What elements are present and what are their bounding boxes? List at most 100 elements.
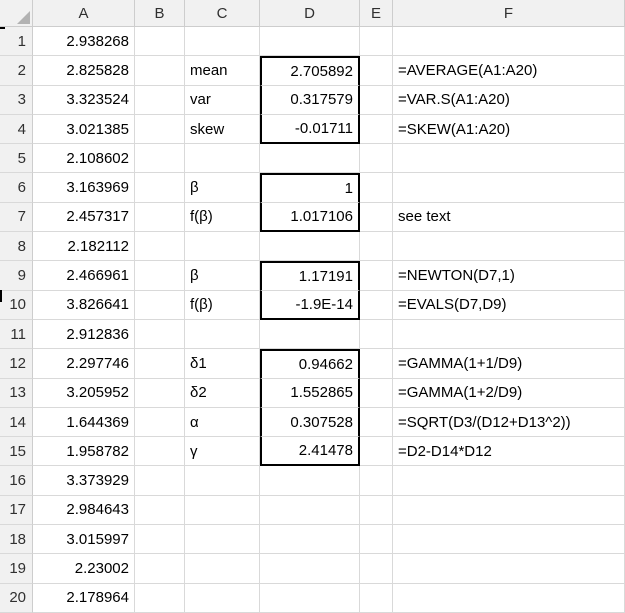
- row-header-7[interactable]: 7: [0, 202, 33, 233]
- cell-F19[interactable]: [393, 554, 625, 584]
- row-header-11[interactable]: 11: [0, 319, 33, 350]
- cell-D4[interactable]: -0.01711: [260, 114, 360, 145]
- cell-B17[interactable]: [135, 495, 185, 526]
- row-header-12[interactable]: 12: [0, 349, 33, 379]
- cell-A2[interactable]: 2.825828: [33, 56, 135, 86]
- cell-B8[interactable]: [135, 232, 185, 262]
- cell-E20[interactable]: [360, 583, 393, 613]
- cell-C8[interactable]: [185, 232, 260, 262]
- cell-F7[interactable]: see text: [393, 202, 625, 233]
- select-all-corner[interactable]: [0, 0, 33, 27]
- cell-D13[interactable]: 1.552865: [260, 378, 360, 408]
- cell-C15[interactable]: γ: [185, 437, 260, 467]
- cell-D17[interactable]: [260, 495, 360, 526]
- cell-A8[interactable]: 2.182112: [33, 232, 135, 262]
- cell-D5[interactable]: [260, 144, 360, 174]
- cell-D16[interactable]: [260, 466, 360, 496]
- cell-B7[interactable]: [135, 202, 185, 233]
- cell-E3[interactable]: [360, 85, 393, 115]
- row-header-10[interactable]: 10: [0, 290, 33, 320]
- cell-F9[interactable]: =NEWTON(D7,1): [393, 261, 625, 291]
- cell-C3[interactable]: var: [185, 85, 260, 115]
- row-header-1[interactable]: 1: [0, 27, 33, 57]
- cell-C16[interactable]: [185, 466, 260, 496]
- cell-E7[interactable]: [360, 202, 393, 233]
- cell-A6[interactable]: 3.163969: [33, 173, 135, 203]
- cell-D14[interactable]: 0.307528: [260, 407, 360, 438]
- cell-B3[interactable]: [135, 85, 185, 115]
- cell-F15[interactable]: =D2-D14*D12: [393, 437, 625, 467]
- row-header-5[interactable]: 5: [0, 144, 33, 174]
- cell-F13[interactable]: =GAMMA(1+2/D9): [393, 378, 625, 408]
- cell-F5[interactable]: [393, 144, 625, 174]
- cell-D20[interactable]: [260, 583, 360, 613]
- cell-E18[interactable]: [360, 525, 393, 555]
- cell-A17[interactable]: 2.984643: [33, 495, 135, 526]
- cell-B14[interactable]: [135, 407, 185, 438]
- column-header-A[interactable]: A: [33, 0, 135, 27]
- cell-F2[interactable]: =AVERAGE(A1:A20): [393, 56, 625, 86]
- cell-F6[interactable]: [393, 173, 625, 203]
- cell-C2[interactable]: mean: [185, 56, 260, 86]
- cell-F14[interactable]: =SQRT(D3/(D12+D13^2)): [393, 407, 625, 438]
- cell-C9[interactable]: β: [185, 261, 260, 291]
- cell-C18[interactable]: [185, 525, 260, 555]
- row-header-9[interactable]: 9: [0, 261, 33, 291]
- cell-D3[interactable]: 0.317579: [260, 85, 360, 115]
- column-header-C[interactable]: C: [185, 0, 260, 27]
- cell-E2[interactable]: [360, 56, 393, 86]
- cell-C11[interactable]: [185, 319, 260, 350]
- column-header-F[interactable]: F: [393, 0, 625, 27]
- cell-D11[interactable]: [260, 319, 360, 350]
- cell-A11[interactable]: 2.912836: [33, 319, 135, 350]
- row-header-8[interactable]: 8: [0, 232, 33, 262]
- cell-C4[interactable]: skew: [185, 114, 260, 145]
- cell-B2[interactable]: [135, 56, 185, 86]
- cell-E5[interactable]: [360, 144, 393, 174]
- row-header-3[interactable]: 3: [0, 85, 33, 115]
- cell-B16[interactable]: [135, 466, 185, 496]
- cell-E6[interactable]: [360, 173, 393, 203]
- cell-E1[interactable]: [360, 27, 393, 57]
- cell-C12[interactable]: δ1: [185, 349, 260, 379]
- cell-E15[interactable]: [360, 437, 393, 467]
- cell-B15[interactable]: [135, 437, 185, 467]
- cell-F17[interactable]: [393, 495, 625, 526]
- cell-F16[interactable]: [393, 466, 625, 496]
- cell-F1[interactable]: [393, 27, 625, 57]
- cell-B9[interactable]: [135, 261, 185, 291]
- cell-C17[interactable]: [185, 495, 260, 526]
- row-header-20[interactable]: 20: [0, 583, 33, 613]
- cell-A15[interactable]: 1.958782: [33, 437, 135, 467]
- cell-D2[interactable]: 2.705892: [260, 56, 360, 86]
- cell-D8[interactable]: [260, 232, 360, 262]
- cell-D6[interactable]: 1: [260, 173, 360, 203]
- cell-C20[interactable]: [185, 583, 260, 613]
- cell-A19[interactable]: 2.23002: [33, 554, 135, 584]
- row-header-6[interactable]: 6: [0, 173, 33, 203]
- cell-E16[interactable]: [360, 466, 393, 496]
- cell-C13[interactable]: δ2: [185, 378, 260, 408]
- cell-A13[interactable]: 3.205952: [33, 378, 135, 408]
- column-header-D[interactable]: D: [260, 0, 360, 27]
- row-header-14[interactable]: 14: [0, 407, 33, 438]
- cell-C6[interactable]: β: [185, 173, 260, 203]
- cell-B20[interactable]: [135, 583, 185, 613]
- cell-A7[interactable]: 2.457317: [33, 202, 135, 233]
- cell-D19[interactable]: [260, 554, 360, 584]
- row-header-16[interactable]: 16: [0, 466, 33, 496]
- cell-E10[interactable]: [360, 290, 393, 320]
- row-header-18[interactable]: 18: [0, 525, 33, 555]
- row-header-13[interactable]: 13: [0, 378, 33, 408]
- cell-C5[interactable]: [185, 144, 260, 174]
- cell-F20[interactable]: [393, 583, 625, 613]
- cell-F10[interactable]: =EVALS(D7,D9): [393, 290, 625, 320]
- cell-E11[interactable]: [360, 319, 393, 350]
- cell-A4[interactable]: 3.021385: [33, 114, 135, 145]
- row-header-19[interactable]: 19: [0, 554, 33, 584]
- cell-C14[interactable]: α: [185, 407, 260, 438]
- row-header-17[interactable]: 17: [0, 495, 33, 526]
- cell-F4[interactable]: =SKEW(A1:A20): [393, 114, 625, 145]
- cell-B6[interactable]: [135, 173, 185, 203]
- cell-A5[interactable]: 2.108602: [33, 144, 135, 174]
